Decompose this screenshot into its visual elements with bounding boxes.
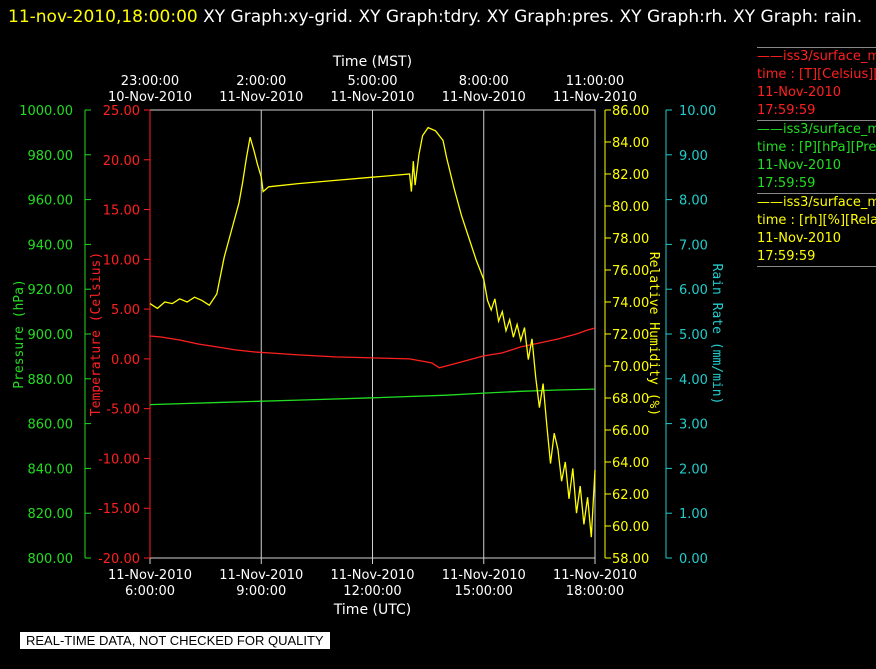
temperature-tick-label: 5.00	[111, 303, 140, 318]
rh-series-line	[149, 126, 596, 538]
x-tick-label: 12:00:00	[343, 584, 401, 599]
chart-title: 11-nov-2010,18:00:00 XY Graph:xy-grid. X…	[8, 2, 868, 32]
rain-tick-label: 2.00	[679, 462, 708, 477]
legend-rh: ——iss3/surface_met time : [rh][%][Relati…	[757, 193, 876, 267]
pressure-tick-label: 900.00	[28, 328, 74, 343]
x-tick-label: 15:00:00	[455, 584, 513, 599]
x-top-tick-label: 5:00:00	[347, 74, 397, 89]
x-tick-label: 11-Nov-2010	[442, 568, 526, 583]
legend-line: ——iss3/surface_met	[757, 49, 876, 64]
temperature-tick-label: 25.00	[103, 104, 140, 119]
x-tick-label: 6:00:00	[125, 584, 175, 599]
legend-temperature: ——iss3/surface_met time : [T][Celsius][T…	[757, 47, 876, 120]
temperature-tick-label: -5.00	[106, 403, 140, 418]
pressure-tick-label: 980.00	[28, 149, 74, 164]
x-top-tick-label: 8:00:00	[459, 74, 509, 89]
rh-tick-label: 76.00	[612, 264, 649, 279]
legend-unit: time : [P][hPa][Pres	[757, 140, 876, 155]
legend-unit: time : [T][Celsius][T	[757, 67, 876, 82]
pressure-tick-label: 1000.00	[19, 104, 73, 119]
legend-date: 11-Nov-2010	[757, 85, 842, 100]
rh-tick-label: 62.00	[612, 488, 649, 503]
x-top-tick-label: 11-Nov-2010	[553, 90, 637, 105]
rh-tick-label: 78.00	[612, 232, 649, 247]
temperature-tick-label: -15.00	[98, 502, 140, 517]
legend-pressure: ——iss3/surface_met time : [P][hPa][Pres …	[757, 120, 876, 193]
temperature-axis-label: Temperature (Celsius)	[89, 252, 104, 416]
x-tick-label: 11-Nov-2010	[219, 568, 303, 583]
x-tick-label: 18:00:00	[566, 584, 624, 599]
legend-time: 17:59:59	[757, 103, 816, 118]
pressure-axis-label: Pressure (hPa)	[12, 279, 27, 389]
legend-date: 11-Nov-2010	[757, 231, 842, 246]
rain-tick-label: 4.00	[679, 373, 708, 388]
rain-tick-label: 3.00	[679, 418, 708, 433]
pressure-tick-label: 920.00	[28, 283, 74, 298]
rh-tick-label: 72.00	[612, 328, 649, 343]
temperature-tick-label: -20.00	[98, 552, 140, 567]
x-top-tick-label: 10-Nov-2010	[108, 90, 192, 105]
x-top-tick-label: 11-Nov-2010	[219, 90, 303, 105]
rh-tick-label: 80.00	[612, 200, 649, 215]
x-tick-label: 11-Nov-2010	[553, 568, 637, 583]
x-top-axis-label: Time (MST)	[332, 54, 412, 70]
legend-time: 17:59:59	[757, 176, 816, 191]
x-top-tick-label: 23:00:00	[121, 74, 179, 89]
temperature-tick-label: 15.00	[103, 204, 140, 219]
title-timestamp: 11-nov-2010,18:00:00	[8, 7, 198, 27]
pressure-tick-label: 860.00	[28, 418, 74, 433]
rain-tick-label: 1.00	[679, 507, 708, 522]
x-top-tick-label: 11-Nov-2010	[330, 90, 414, 105]
temperature-tick-label: 0.00	[111, 353, 140, 368]
pressure-tick-label: 800.00	[28, 552, 74, 567]
x-tick-label: 11-Nov-2010	[108, 568, 192, 583]
pressure-series-line	[149, 388, 596, 406]
legend-date: 11-Nov-2010	[757, 158, 842, 173]
rain-tick-label: 6.00	[679, 283, 708, 298]
rh-tick-label: 68.00	[612, 392, 649, 407]
rh-tick-label: 74.00	[612, 296, 649, 311]
rh-axis-label: Relative Humidity (%)	[646, 252, 661, 416]
temperature-tick-label: -10.00	[98, 452, 140, 467]
x-top-tick-label: 2:00:00	[236, 74, 286, 89]
x-top-tick-label: 11-Nov-2010	[442, 90, 526, 105]
title-text: XY Graph:xy-grid. XY Graph:tdry. XY Grap…	[203, 7, 863, 27]
rh-tick-label: 60.00	[612, 520, 649, 535]
rain-tick-label: 0.00	[679, 552, 708, 567]
quality-banner: REAL-TIME DATA, NOT CHECKED FOR QUALITY	[20, 632, 330, 649]
legend-time: 17:59:59	[757, 249, 816, 264]
rh-tick-label: 64.00	[612, 456, 649, 471]
rh-tick-label: 66.00	[612, 424, 649, 439]
rain-tick-label: 5.00	[679, 328, 708, 343]
temperature-tick-label: 20.00	[103, 154, 140, 169]
pressure-tick-label: 960.00	[28, 194, 74, 209]
x-tick-label: 11-Nov-2010	[330, 568, 414, 583]
rh-tick-label: 82.00	[612, 168, 649, 183]
legend-line: ——iss3/surface_met	[757, 195, 876, 210]
rain-tick-label: 10.00	[679, 104, 716, 119]
x-top-tick-label: 11:00:00	[566, 74, 624, 89]
pressure-tick-label: 840.00	[28, 462, 74, 477]
temperature-series-line	[149, 327, 596, 369]
rh-tick-label: 86.00	[612, 104, 649, 119]
pressure-tick-label: 820.00	[28, 507, 74, 522]
rain-tick-label: 8.00	[679, 194, 708, 209]
legend-line: ——iss3/surface_met	[757, 122, 876, 137]
legend-unit: time : [rh][%][Relati	[757, 213, 876, 228]
rh-tick-label: 58.00	[612, 552, 649, 567]
rh-tick-label: 84.00	[612, 136, 649, 151]
rain-axis-label: Rain Rate (mm/min)	[709, 264, 724, 405]
temperature-tick-label: 10.00	[103, 253, 140, 268]
rain-tick-label: 7.00	[679, 238, 708, 253]
x-axis-label: Time (UTC)	[333, 602, 411, 618]
rh-tick-label: 70.00	[612, 360, 649, 375]
rain-tick-label: 9.00	[679, 149, 708, 164]
x-tick-label: 9:00:00	[236, 584, 286, 599]
pressure-tick-label: 940.00	[28, 238, 74, 253]
pressure-tick-label: 880.00	[28, 373, 74, 388]
